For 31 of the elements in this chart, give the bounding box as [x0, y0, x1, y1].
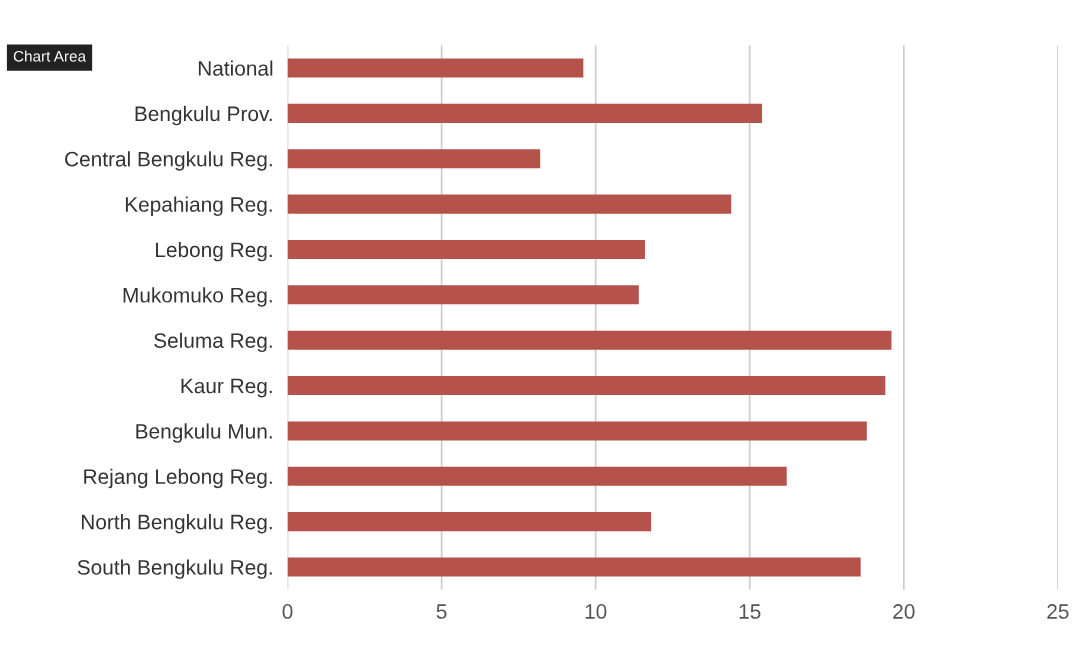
x-tick-label: 15	[739, 604, 761, 619]
x-tick-label: 10	[585, 604, 607, 619]
bar	[287, 512, 652, 532]
bar	[287, 194, 732, 214]
y-tick-label: Lebong Reg.	[156, 241, 272, 262]
y-tick-label: Bengkulu Mun.	[136, 423, 272, 443]
bar	[287, 421, 867, 441]
y-tick-label: Kepahiang Reg.	[125, 196, 272, 216]
bar	[287, 330, 892, 350]
y-tick-label: North Bengkulu Reg.	[81, 514, 272, 534]
x-tick-label: 20	[893, 604, 915, 619]
x-tick-label: 25	[1047, 604, 1069, 619]
bar	[287, 58, 584, 78]
y-tick-label: Mukomuko Reg.	[123, 287, 272, 307]
y-tick-label: Kaur Reg.	[181, 378, 272, 398]
y-tick-label: Rejang Lebong Reg.	[84, 468, 272, 489]
x-tick-label: 5	[436, 604, 447, 619]
bar	[287, 149, 541, 169]
bar	[287, 103, 763, 123]
bar	[287, 466, 787, 486]
bar	[287, 285, 639, 305]
y-tick-label: National	[198, 60, 273, 76]
x-tick-label: 0	[282, 604, 293, 619]
y-tick-label: South Bengkulu Reg.	[77, 559, 272, 579]
text: Chart Area	[13, 50, 87, 62]
y-tick-label: Central Bengkulu Reg.	[65, 151, 272, 171]
bar	[287, 376, 886, 396]
y-tick-label: Bengkulu Prov.	[135, 105, 272, 126]
y-tick-label: Seluma Reg.	[154, 332, 272, 353]
bar	[287, 239, 645, 260]
bar	[287, 557, 861, 577]
